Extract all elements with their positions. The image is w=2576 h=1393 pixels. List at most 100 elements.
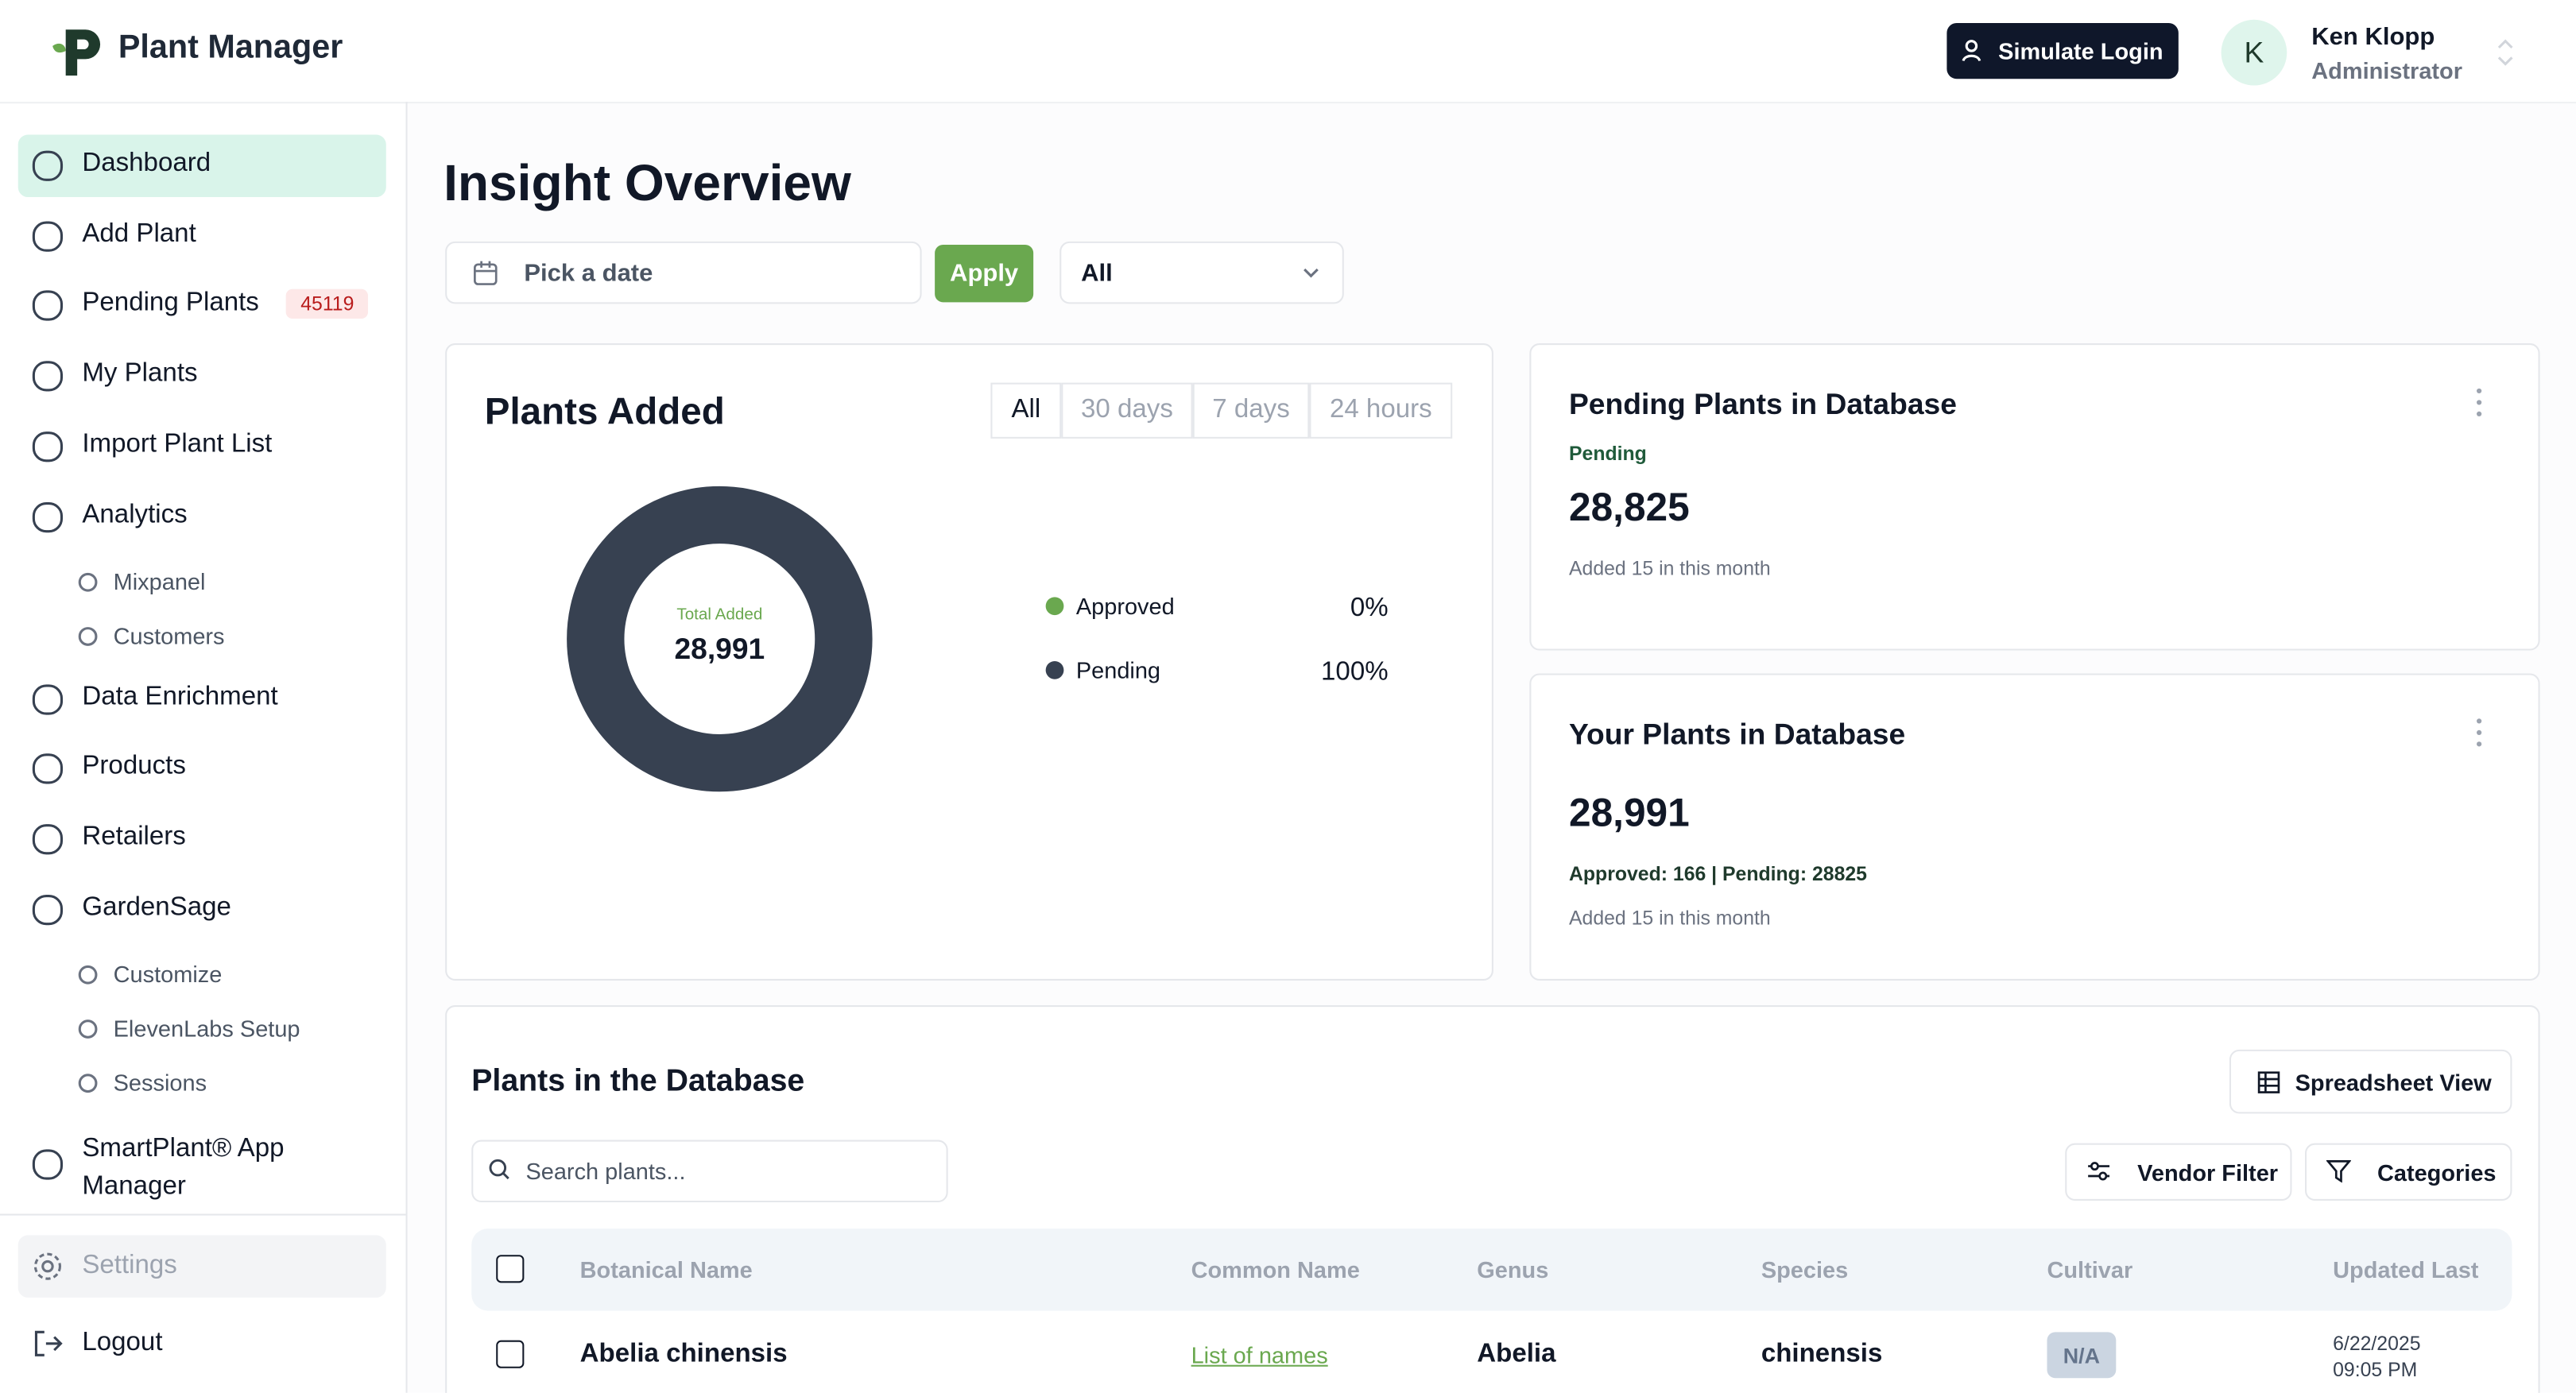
column-header: Cultivar xyxy=(2047,1256,2133,1283)
nav-sub-label[interactable]: Customers xyxy=(113,621,225,648)
donut-segment xyxy=(567,486,873,792)
grid-icon xyxy=(2257,1071,2280,1093)
column-header: Common Name xyxy=(1191,1256,1360,1283)
button-label: Vendor Filter xyxy=(2137,1159,2279,1186)
nav-label[interactable]: Dashboard xyxy=(82,149,211,178)
apply-button[interactable]: Apply xyxy=(935,244,1034,303)
nav-icon xyxy=(78,571,98,591)
range-tab[interactable]: 24 hours xyxy=(1309,382,1453,439)
search-placeholder: Search plants... xyxy=(525,1158,686,1185)
calendar-icon xyxy=(474,261,498,285)
button-label: Categories xyxy=(2377,1159,2497,1186)
nav-label[interactable]: SmartPlant® App Manager xyxy=(82,1134,285,1201)
nav-icon xyxy=(32,823,64,855)
sidebar-divider xyxy=(0,1213,406,1216)
sidebar xyxy=(0,102,408,1393)
column-header: Species xyxy=(1761,1256,1849,1283)
card-status: Pending xyxy=(1568,442,1647,465)
nav-icon xyxy=(78,1019,98,1039)
cell-link[interactable]: List of names xyxy=(1191,1341,1328,1368)
range-tab[interactable]: 7 days xyxy=(1192,382,1310,439)
sliders-icon xyxy=(2088,1162,2110,1181)
icon-shape xyxy=(32,291,64,322)
nav-sub-label[interactable]: ElevenLabs Setup xyxy=(113,1014,300,1041)
nav-item-active[interactable] xyxy=(17,134,386,198)
card-title: Pending Plants in Database xyxy=(1568,387,1957,421)
icon-shape xyxy=(78,1073,98,1093)
icon-shape xyxy=(78,965,98,984)
range-tab[interactable]: 30 days xyxy=(1061,382,1193,439)
card-value: 28,991 xyxy=(1568,791,1690,837)
icon-shape xyxy=(78,626,98,645)
nav-label[interactable]: Import Plant List xyxy=(82,430,273,459)
cell: chinensis xyxy=(1761,1340,1883,1368)
legend-swatch xyxy=(1045,660,1064,679)
user-name: Ken Klopp xyxy=(2311,22,2435,52)
legend-label: Pending xyxy=(1076,659,1160,684)
card-breakdown: Approved: 166 | Pending: 28825 xyxy=(1568,862,1867,886)
nav-icon xyxy=(32,431,64,462)
table-title: Plants in the Database xyxy=(471,1064,805,1099)
nav-label[interactable]: My Plants xyxy=(82,359,198,389)
nav-sub-label[interactable]: Customize xyxy=(113,960,223,987)
your-plants-card xyxy=(1529,673,2540,981)
nav-icon xyxy=(32,683,64,714)
nav-icon xyxy=(78,626,98,645)
logout-label[interactable]: Logout xyxy=(82,1329,163,1357)
button-label: Spreadsheet View xyxy=(2295,1068,2492,1095)
cell-badge: N/A xyxy=(2047,1332,2117,1379)
nav-icon xyxy=(32,291,64,322)
nav-label[interactable]: Products xyxy=(82,753,186,781)
nav-label[interactable]: Analytics xyxy=(82,500,188,528)
range-tab-active[interactable]: All xyxy=(990,382,1062,439)
categories-button[interactable]: Categories xyxy=(2305,1143,2512,1201)
simulate-login-button[interactable]: Simulate Login xyxy=(1947,22,2179,79)
search-input[interactable]: Search plants... xyxy=(471,1140,948,1203)
nav-icon xyxy=(32,753,64,784)
nav-label[interactable]: Retailers xyxy=(82,822,186,851)
donut-center-value: 28,991 xyxy=(674,632,765,665)
card-menu[interactable] xyxy=(2473,386,2486,419)
chevron xyxy=(1303,268,1319,278)
icon-shape xyxy=(32,753,64,784)
nav-label[interactable]: GardenSage xyxy=(82,892,231,921)
button-label: Simulate Login xyxy=(1998,37,2163,64)
donut-center-label: Total Added xyxy=(676,605,762,623)
nav-sub-label[interactable]: Sessions xyxy=(113,1068,207,1095)
settings-item[interactable] xyxy=(17,1235,386,1298)
search-icon xyxy=(489,1159,509,1180)
nav-label[interactable]: Pending Plants xyxy=(82,289,259,318)
date-placeholder: Pick a date xyxy=(524,258,653,287)
header-bar xyxy=(0,0,2576,104)
status-filter[interactable]: All xyxy=(1059,241,1344,304)
spreadsheet-view-button[interactable]: Spreadsheet View xyxy=(2229,1049,2512,1114)
user-role: Administrator xyxy=(2311,57,2463,84)
date-picker[interactable]: Pick a date xyxy=(445,241,922,304)
card-note: Added 15 in this month xyxy=(1568,556,1771,580)
cell: Abelia xyxy=(1477,1340,1556,1368)
icon-shape xyxy=(32,894,64,925)
user-menu-toggle[interactable] xyxy=(2494,36,2517,68)
logout-icon xyxy=(34,1330,63,1356)
icon-shape xyxy=(78,571,98,591)
card-value: 28,825 xyxy=(1568,486,1690,531)
nav-label[interactable]: Add Plant xyxy=(82,219,196,248)
row-checkbox[interactable] xyxy=(496,1340,525,1368)
nav-label[interactable]: Data Enrichment xyxy=(82,682,278,710)
icon-shape xyxy=(32,220,64,252)
nav-sub-label[interactable]: Mixpanel xyxy=(113,567,206,594)
legend-value: 0% xyxy=(1350,593,1389,622)
icon-shape xyxy=(32,431,64,462)
icon-shape xyxy=(32,150,64,181)
settings-icon xyxy=(33,1252,61,1280)
donut-chart: Total Added 28,991 Approved 0% Pending 100% xyxy=(567,486,1389,792)
select-all-checkbox[interactable] xyxy=(496,1255,525,1283)
column-header: Genus xyxy=(1477,1256,1549,1283)
nav-icon xyxy=(78,1073,98,1093)
filter-icon xyxy=(2326,1160,2351,1183)
legend-swatch xyxy=(1045,597,1064,616)
settings-label: Settings xyxy=(82,1252,177,1280)
filter-value: All xyxy=(1081,258,1113,287)
nav-icon xyxy=(32,894,64,925)
card-menu[interactable] xyxy=(2473,716,2486,749)
